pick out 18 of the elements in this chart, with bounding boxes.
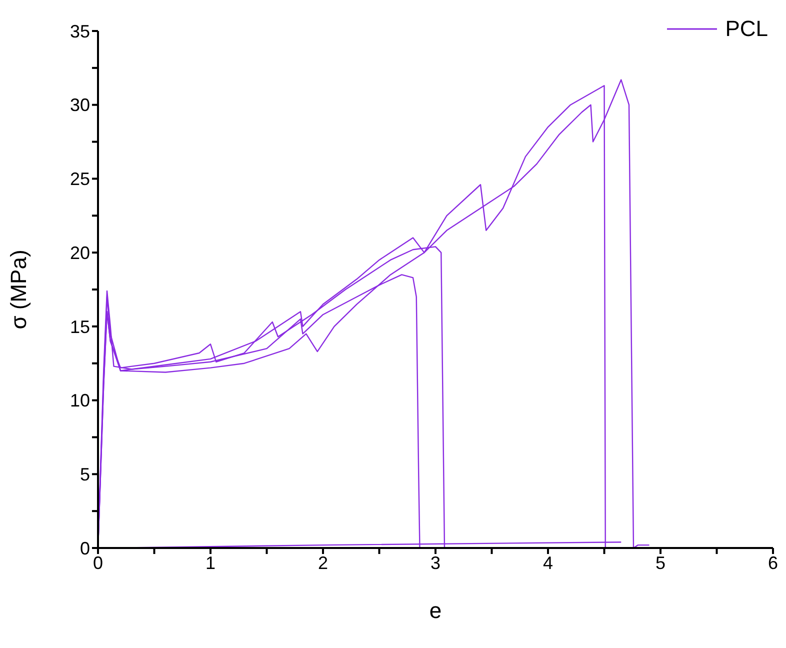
x-axis-title: e <box>429 598 442 623</box>
y-tick-label: 35 <box>70 21 90 42</box>
y-tick-label: 30 <box>70 95 90 116</box>
x-tick-label: 1 <box>205 552 216 573</box>
legend-label: PCL <box>725 16 768 42</box>
y-tick-label: 25 <box>70 169 90 190</box>
y-tick-label: 20 <box>70 242 90 263</box>
y-tick-label: 5 <box>80 464 90 485</box>
x-tick-label: 6 <box>768 552 778 573</box>
y-axis-title: σ (MPa) <box>6 250 31 330</box>
y-tick-label: 15 <box>70 316 90 337</box>
x-tick-label: 0 <box>92 552 104 573</box>
x-tick-label: 5 <box>655 552 666 573</box>
x-tick-label: 3 <box>430 552 441 573</box>
x-tick-label: 4 <box>542 552 554 573</box>
y-tick-label: 10 <box>70 390 90 411</box>
y-tick-label: 0 <box>80 538 90 558</box>
x-tick-label: 2 <box>318 552 328 573</box>
